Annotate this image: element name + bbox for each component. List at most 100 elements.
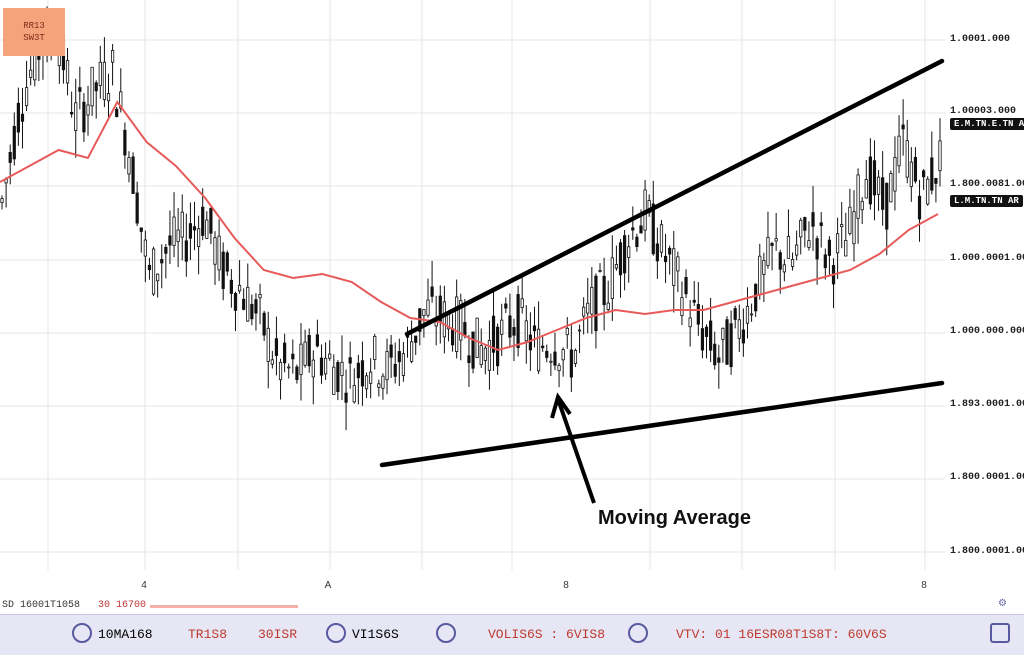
- toolbar-item-6[interactable]: VTV: 01 16ESR08T1S8T: 60V6S: [676, 627, 887, 642]
- candle-body: [922, 170, 926, 178]
- status-divider: [150, 605, 298, 608]
- candle-body: [889, 173, 893, 203]
- candle-body: [442, 301, 446, 338]
- candle-body: [160, 259, 164, 264]
- candle-body: [729, 323, 733, 368]
- candle-body: [151, 248, 156, 295]
- candle-body: [315, 334, 319, 347]
- badge-line-2: SW3T: [23, 33, 45, 43]
- toolbar-item-3[interactable]: 30ISR: [258, 627, 298, 642]
- candle-body: [623, 235, 627, 274]
- candle-body: [168, 235, 172, 246]
- moving-average-line: [0, 100, 939, 352]
- candle-body: [790, 259, 795, 267]
- globe-icon[interactable]: [436, 623, 456, 643]
- candle-body: [254, 299, 258, 314]
- candle-body: [868, 156, 872, 205]
- candle-body: [905, 140, 909, 178]
- candle-body: [74, 102, 78, 132]
- volume-icon[interactable]: [326, 623, 346, 643]
- candle-body: [709, 320, 713, 351]
- candle-body: [704, 326, 709, 337]
- candle-body: [610, 257, 614, 299]
- candle-body: [311, 359, 315, 378]
- candle-body: [512, 327, 516, 336]
- candle-body: [16, 102, 20, 133]
- candle-body: [594, 275, 598, 332]
- candle-body: [303, 341, 307, 366]
- candle-body: [545, 350, 549, 358]
- candle-body: [348, 357, 352, 364]
- candle-body: [29, 69, 33, 78]
- candle-body: [508, 315, 512, 338]
- candle-body: [786, 236, 791, 259]
- candle-body: [426, 299, 430, 316]
- price-axis-label: 1.800.0081.000: [950, 179, 1024, 190]
- candle-body: [885, 182, 889, 230]
- candle-body: [713, 343, 717, 366]
- candle-body: [487, 340, 492, 371]
- candle-body: [602, 275, 606, 306]
- annotation-arrow: [550, 392, 596, 504]
- candle-body: [213, 237, 217, 265]
- candle-body: [901, 124, 905, 130]
- candle-body: [266, 327, 270, 362]
- toolbar-item-4[interactable]: VI1S6S: [352, 627, 399, 642]
- candle-body: [528, 334, 532, 351]
- indicator-icon[interactable]: [72, 623, 92, 643]
- fullscreen-icon[interactable]: [990, 623, 1010, 643]
- price-axis-label: 1.800.0001.000: [950, 472, 1024, 483]
- candle-body: [864, 179, 868, 199]
- candle-body: [291, 353, 295, 360]
- candle-body: [459, 300, 463, 341]
- candle-body: [381, 375, 385, 389]
- candle-body: [65, 60, 70, 84]
- candle-body: [532, 325, 537, 332]
- candle-body: [917, 195, 922, 220]
- candle-body: [123, 129, 127, 156]
- candle-body: [635, 236, 639, 248]
- candle-body: [717, 357, 721, 363]
- candle-body: [110, 50, 115, 63]
- time-axis-tick: 8: [921, 580, 927, 591]
- candle-body: [893, 157, 897, 192]
- toolbar-item-2[interactable]: TR1S8: [188, 627, 228, 642]
- toolbar-item-1[interactable]: 10MA168: [98, 627, 153, 642]
- candle-body: [463, 322, 467, 337]
- candle-body: [651, 203, 655, 255]
- candle-body: [274, 338, 279, 356]
- candle-body: [237, 284, 242, 292]
- candle-body: [250, 303, 254, 320]
- price-axis-label: 1.893.0001.000: [950, 399, 1024, 410]
- symbol-badge[interactable]: RR13 SW3T: [3, 8, 65, 56]
- candle-body: [188, 223, 193, 239]
- price-axis-label: 1.0001.000: [950, 34, 1011, 45]
- candle-body: [819, 222, 823, 226]
- candle-body: [197, 228, 201, 247]
- candle-body: [676, 256, 680, 272]
- candle-body: [369, 371, 373, 384]
- moving-average-annotation: Moving Average: [598, 507, 751, 529]
- bottom-toolbar: 10MA168 TR1S8 30ISR VI1S6S VOLIS6S : 6VI…: [0, 614, 1024, 655]
- candle-body: [782, 264, 786, 273]
- gear-icon[interactable]: ⚙: [998, 599, 1007, 610]
- candle-body: [721, 327, 725, 340]
- candle-body: [90, 66, 94, 107]
- candle-body: [270, 359, 274, 365]
- candle-body: [504, 303, 508, 309]
- candle-body: [496, 326, 500, 367]
- candle-body: [455, 296, 459, 352]
- candle-body: [614, 264, 619, 269]
- candle-body: [287, 366, 291, 369]
- candle-body: [655, 243, 659, 262]
- candle-body: [778, 252, 782, 270]
- price-axis-label: 1.000.0001.000: [950, 253, 1024, 264]
- candle-body: [590, 286, 594, 315]
- candle-body: [876, 176, 881, 195]
- toolbar-item-5[interactable]: VOLIS6S : 6VIS8: [488, 627, 606, 642]
- candle-body: [815, 238, 819, 260]
- candle-body: [586, 302, 590, 314]
- candle-body: [758, 255, 762, 296]
- settings-icon[interactable]: [628, 623, 648, 643]
- candle-body: [467, 355, 471, 364]
